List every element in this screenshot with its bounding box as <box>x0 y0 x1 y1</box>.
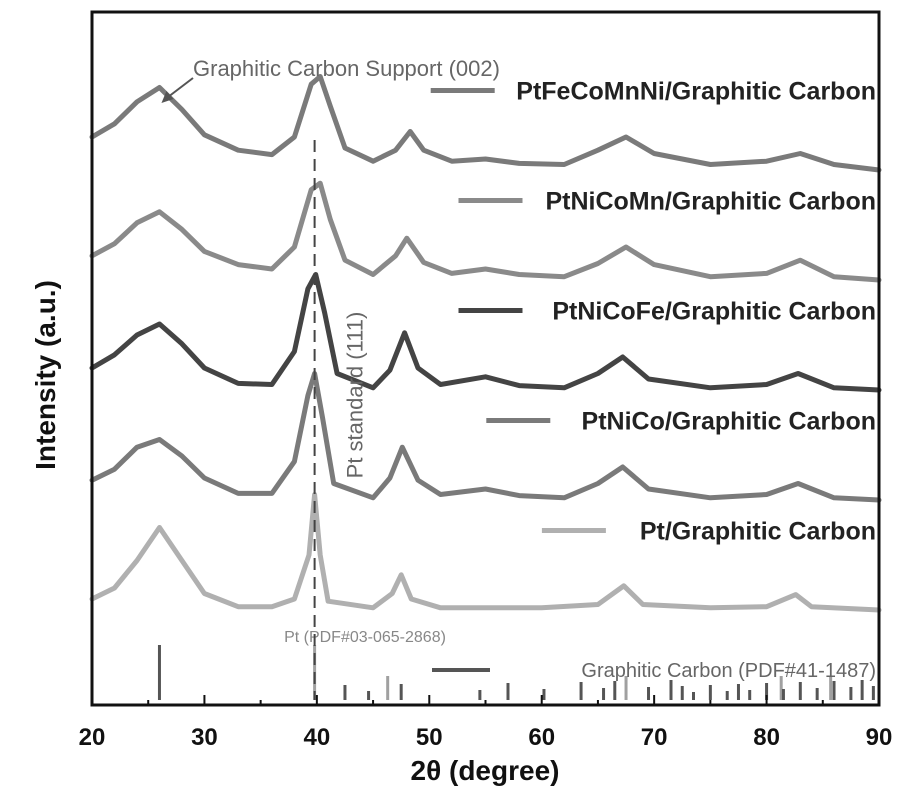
x-axis-label: 2θ (degree) <box>411 755 560 786</box>
pt-standard-label: Pt standard (111) <box>343 312 368 479</box>
legend-label-0: PtFeCoMnNi/Graphitic Carbon <box>516 78 876 106</box>
x-ticks: 20 30 40 50 60 70 80 90 <box>79 695 893 751</box>
legend-entry-1: PtNiCoMn/Graphitic Carbon <box>459 188 877 216</box>
x-tick-label-7: 90 <box>866 724 893 751</box>
series-line-2 <box>92 275 879 391</box>
legend-label-2: PtNiCoFe/Graphitic Carbon <box>552 298 876 326</box>
x-tick-label-2: 40 <box>304 724 331 751</box>
series-line-3 <box>92 374 879 501</box>
legend-entry-0: PtFeCoMnNi/Graphitic Carbon <box>431 78 876 106</box>
legend-layer: PtFeCoMnNi/Graphitic Carbon PtNiCoMn/Grap… <box>431 78 876 546</box>
legend-entry-3: PtNiCo/Graphitic Carbon <box>486 408 876 436</box>
plot-frame <box>92 12 879 705</box>
annotation-layer: Graphitic Carbon Support (002) <box>161 56 499 103</box>
x-tick-label-4: 60 <box>528 724 555 751</box>
x-tick-label-0: 20 <box>79 724 106 751</box>
legend-entry-2: PtNiCoFe/Graphitic Carbon <box>459 298 877 326</box>
ref-label-0: Pt (PDF#03-065-2868) <box>284 629 446 646</box>
legend-label-4: Pt/Graphitic Carbon <box>640 518 876 546</box>
y-axis-label: Intensity (a.u.) <box>30 280 61 470</box>
legend-label-1: PtNiCoMn/Graphitic Carbon <box>545 188 876 216</box>
legend-entry-4: Pt/Graphitic Carbon <box>542 518 876 546</box>
series-line-4 <box>92 495 879 611</box>
x-tick-label-5: 70 <box>641 724 668 751</box>
legend-label-3: PtNiCo/Graphitic Carbon <box>582 408 876 436</box>
x-tick-label-6: 80 <box>753 724 780 751</box>
x-tick-label-1: 30 <box>191 724 218 751</box>
ref-label-1: Graphitic Carbon (PDF#41-1487) <box>581 660 876 682</box>
annotation-label: Graphitic Carbon Support (002) <box>193 56 500 81</box>
reference-bar-layer: Pt (PDF#03-065-2868) Graphitic Carbon (PD… <box>159 629 876 700</box>
x-tick-label-3: 50 <box>416 724 443 751</box>
